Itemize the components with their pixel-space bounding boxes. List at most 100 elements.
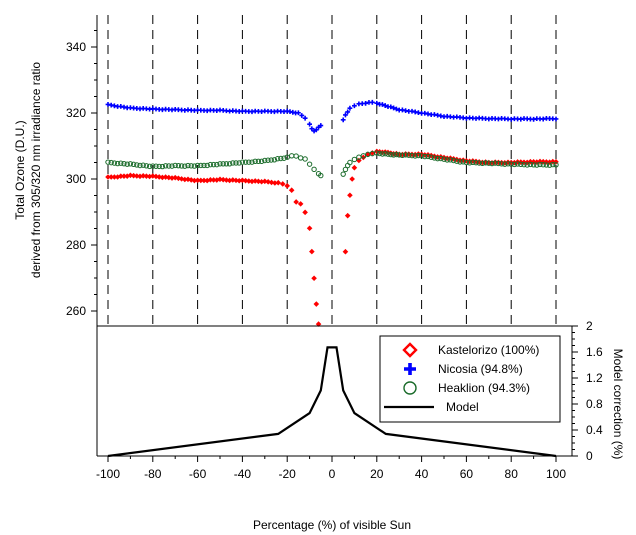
data-point	[191, 177, 198, 184]
top-panel-series	[105, 99, 559, 327]
data-point	[182, 176, 188, 183]
data-point	[194, 177, 201, 184]
data-point	[236, 177, 242, 184]
data-point	[288, 187, 295, 193]
data-point	[194, 162, 201, 169]
data-point	[418, 153, 425, 159]
data-point	[111, 174, 118, 180]
legend-label: Nicosia (94.8%)	[438, 362, 523, 376]
x-tick-label: -60	[189, 467, 207, 481]
data-point	[153, 163, 159, 169]
top-y-axis-label: Total Ozone (D.U.)	[13, 120, 27, 219]
x-axis: -100 -80 -60 -40 -20 0 20 40 60 80 100 Percentage …	[96, 455, 572, 532]
data-point	[447, 157, 454, 163]
legend-label: Model	[446, 400, 479, 414]
data-point	[210, 177, 217, 183]
data-point	[444, 157, 450, 163]
data-point	[425, 153, 431, 160]
data-point	[233, 177, 239, 184]
data-point	[159, 174, 166, 181]
data-point	[434, 155, 441, 162]
data-point	[388, 151, 394, 158]
data-point	[345, 109, 351, 115]
data-point	[271, 157, 278, 163]
data-point	[393, 151, 400, 158]
data-point	[121, 160, 127, 167]
data-point	[299, 113, 305, 118]
data-point	[396, 152, 402, 158]
data-point	[146, 163, 153, 170]
data-point	[121, 173, 127, 179]
data-point	[441, 154, 447, 161]
data-point	[394, 106, 399, 112]
data-point	[382, 150, 388, 157]
data-point	[284, 183, 290, 189]
data-point	[360, 154, 367, 161]
data-point	[210, 161, 217, 168]
data-point	[127, 161, 134, 167]
data-point	[379, 151, 386, 157]
data-point	[351, 164, 358, 171]
data-point	[508, 161, 514, 167]
data-point	[495, 160, 502, 167]
bottom-panel-series	[107, 346, 557, 458]
data-point	[169, 163, 175, 169]
data-point	[369, 99, 375, 105]
x-tick-label: -100	[96, 467, 120, 481]
data-point	[428, 152, 434, 159]
data-point	[159, 163, 166, 170]
data-point	[527, 161, 534, 168]
data-point	[457, 159, 463, 165]
data-point	[553, 116, 559, 122]
data-point	[252, 178, 258, 184]
data-point	[349, 176, 355, 182]
data-point	[279, 181, 286, 187]
legend-entry: Model	[384, 400, 479, 414]
data-point	[546, 162, 553, 168]
data-point	[511, 161, 518, 168]
data-point	[492, 160, 498, 166]
data-point	[105, 159, 111, 165]
data-point	[466, 160, 473, 166]
data-point	[374, 150, 380, 156]
data-point	[347, 105, 353, 111]
legend-diamond-marker	[402, 342, 418, 358]
bottom-panel-y-ticks: 0 0.4 0.8 1.2 1.6 2	[572, 319, 603, 463]
data-point	[553, 162, 559, 168]
data-point	[236, 160, 242, 166]
data-point	[521, 161, 527, 168]
data-point	[262, 178, 268, 185]
top-y-axis-label-line2: derived from 305/320 nm irradiance ratio	[29, 62, 43, 278]
data-point	[118, 160, 124, 166]
data-point	[415, 152, 422, 159]
data-point	[255, 158, 262, 165]
data-point	[226, 161, 233, 167]
data-point	[297, 201, 304, 207]
data-point	[175, 175, 182, 182]
data-point	[162, 174, 169, 180]
data-point	[311, 166, 317, 173]
data-point	[450, 156, 457, 162]
data-point	[379, 149, 386, 156]
data-point	[489, 160, 495, 167]
x-tick-label: 100	[546, 467, 566, 481]
data-point	[114, 174, 121, 180]
data-point	[344, 162, 351, 169]
data-point	[492, 159, 498, 165]
bottom-panel: 0 0.4 0.8 1.2 1.6 2 Model correction (%)	[96, 319, 625, 463]
data-point	[457, 157, 463, 164]
data-point	[470, 159, 476, 166]
series-nicosia	[105, 99, 559, 134]
data-point	[127, 172, 134, 179]
data-point	[185, 162, 191, 169]
data-point	[140, 173, 146, 179]
bottom-y-tick-label: 0.8	[586, 397, 603, 411]
data-point	[296, 110, 301, 116]
data-point	[124, 173, 130, 179]
data-point	[476, 160, 482, 166]
x-axis-label: Percentage (%) of visible Sun	[253, 518, 411, 532]
x-tick-label: 40	[415, 467, 429, 481]
data-point	[134, 173, 140, 179]
data-point	[406, 152, 412, 158]
data-point	[352, 103, 357, 109]
